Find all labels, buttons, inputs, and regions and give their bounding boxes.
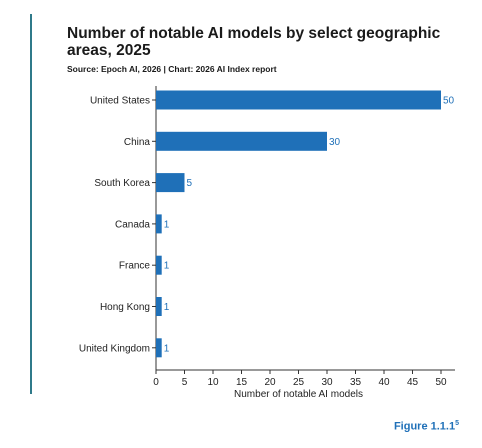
value-label-0: 50 [443, 96, 455, 107]
x-tick-label-5: 25 [293, 377, 305, 388]
x-axis-label: Number of notable AI models [234, 389, 363, 400]
chart-subtitle: Source: Epoch AI, 2026 | Chart: 2026 AI … [67, 64, 277, 74]
category-label-6: United Kingdom [79, 343, 150, 354]
bar-1 [156, 131, 327, 151]
x-tick-label-1: 5 [182, 377, 188, 388]
category-label-0: United States [90, 96, 150, 107]
accent-rule [30, 14, 32, 394]
x-tick-label-2: 10 [207, 377, 219, 388]
category-label-2: South Korea [94, 178, 150, 189]
bar-0 [156, 90, 441, 110]
value-label-2: 5 [187, 178, 193, 189]
figure-number: Figure 1.1.1 [393, 420, 456, 433]
x-tick-label-6: 30 [321, 377, 333, 388]
bar-2 [156, 173, 185, 193]
value-label-6: 1 [164, 343, 170, 354]
bar-5 [156, 297, 162, 316]
bar-4 [156, 255, 162, 275]
x-tick-label-9: 45 [407, 377, 419, 388]
x-tick-label-3: 15 [236, 377, 248, 388]
figure-label: Figure 1.1.15 [394, 420, 459, 433]
x-tick-label-7: 35 [350, 377, 362, 388]
category-label-1: China [124, 137, 151, 148]
x-tick-label-10: 50 [435, 377, 447, 388]
bar-6 [156, 338, 162, 358]
figure-superscript: 5 [455, 420, 459, 427]
x-tick-label-8: 40 [378, 377, 390, 388]
value-label-3: 1 [164, 219, 170, 230]
category-label-3: Canada [115, 219, 150, 230]
chart-title: Number of notable AI models by select ge… [67, 25, 441, 59]
value-label-1: 30 [329, 137, 341, 148]
bar-3 [156, 214, 162, 234]
x-tick-label-4: 20 [264, 377, 276, 388]
value-label-5: 1 [164, 302, 170, 313]
category-label-4: France [119, 261, 151, 272]
x-tick-label-0: 0 [153, 377, 159, 388]
value-label-4: 1 [164, 261, 170, 272]
category-label-5: Hong Kong [100, 302, 150, 313]
